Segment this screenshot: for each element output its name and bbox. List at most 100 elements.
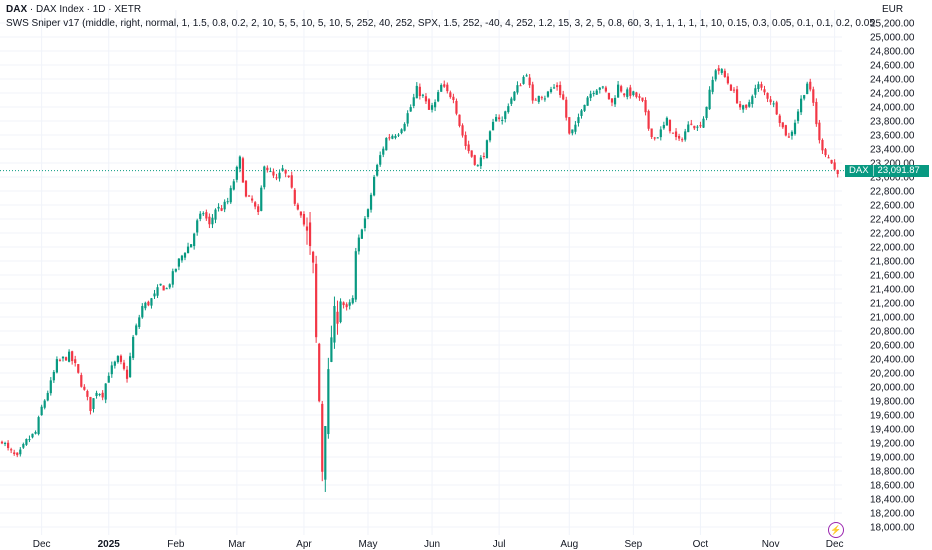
candle-body (116, 356, 119, 363)
candle-body (440, 84, 443, 92)
candle-body (684, 131, 687, 140)
candle-body (696, 126, 699, 128)
candle-body (735, 89, 739, 104)
candle-body (113, 361, 116, 366)
y-tick-label: 24,200.00 (870, 89, 915, 100)
candle-body (556, 85, 559, 88)
candle-body (595, 90, 598, 95)
candle-body (681, 139, 684, 141)
y-tick-label: 22,000.00 (870, 243, 915, 254)
candle-body (147, 301, 150, 306)
candle-body (214, 209, 217, 220)
y-tick-label: 19,800.00 (870, 397, 915, 408)
candle-body (321, 403, 324, 472)
y-tick-label: 25,000.00 (870, 33, 915, 44)
candle-body (302, 214, 306, 225)
candle-body (650, 128, 653, 137)
candle-body (183, 253, 187, 258)
candle-body (833, 162, 836, 170)
currency-label[interactable]: EUR (882, 4, 904, 15)
candle-body (717, 68, 720, 71)
symbol-name[interactable]: DAX (6, 4, 28, 15)
candle-body (64, 357, 68, 361)
candle-body (379, 155, 382, 165)
candle-body (476, 165, 479, 167)
y-tick-label: 18,400.00 (870, 495, 915, 506)
candle-body (665, 117, 668, 126)
candle-body (238, 156, 241, 169)
candle-body (491, 121, 495, 131)
candle-body (501, 119, 504, 121)
candle-body (125, 369, 129, 379)
indicator-legend[interactable]: SWS Sniper v17 (middle, right, normal, 1… (6, 18, 876, 29)
candle-body (95, 392, 98, 397)
candle-body (220, 208, 223, 211)
x-tick-label: Feb (167, 539, 185, 550)
candle-body (406, 113, 409, 124)
candle-body (504, 111, 507, 119)
candle-body (418, 86, 421, 97)
candle-body (473, 155, 476, 165)
candle-body (61, 356, 65, 359)
candle-body (205, 212, 208, 219)
candle-body (620, 86, 623, 92)
candle-body (565, 99, 568, 118)
lightning-bolt-icon[interactable]: ⚡ (828, 522, 844, 538)
candle-body (443, 84, 446, 87)
candle-body (363, 218, 367, 229)
y-tick-label: 25,200.00 (870, 19, 915, 30)
candle-body (662, 124, 665, 129)
candle-body (202, 213, 205, 215)
x-tick-label: Mar (228, 539, 246, 550)
candle-body (827, 157, 830, 159)
candle-body (354, 251, 357, 300)
candle-body (745, 104, 748, 108)
candle-body (403, 123, 406, 131)
candle-body (467, 144, 470, 152)
y-tick-label: 24,800.00 (870, 47, 915, 58)
candle-body (507, 106, 510, 113)
candle-body (196, 220, 199, 233)
time-axis[interactable]: Dec 2025 Feb Mar Apr May Jun Jul Aug Sep Oct Nov Dec (33, 539, 844, 550)
candle-body (110, 365, 113, 375)
candle-body (74, 359, 77, 364)
candle-body (293, 189, 296, 204)
candle-body (754, 88, 757, 95)
candle-body (315, 263, 318, 338)
candle-body (232, 181, 235, 190)
candle-body (391, 135, 394, 139)
candle-body (809, 81, 812, 90)
candle-body (272, 171, 275, 176)
y-tick-label: 21,400.00 (870, 285, 915, 296)
candle-body (132, 336, 135, 358)
candle-body (40, 406, 43, 416)
candle-body (525, 75, 528, 77)
y-tick-label: 21,000.00 (870, 313, 915, 324)
price-axis[interactable]: 25,200.00 25,000.00 24,800.00 24,600.00 24,4… (870, 19, 915, 534)
candle-body (766, 92, 769, 99)
candle-body (568, 117, 571, 134)
candle-body (571, 129, 574, 134)
candle-body (119, 355, 123, 362)
candle-body (803, 95, 806, 99)
candle-body (790, 131, 794, 136)
candle-body (781, 122, 784, 128)
candle-body (366, 209, 370, 217)
candle-body (281, 168, 284, 171)
candle-body (586, 97, 589, 106)
chart-title[interactable]: DAX · DAX Index · 1D · XETR (6, 4, 141, 15)
candle-body (607, 92, 611, 100)
candle-body (461, 125, 464, 136)
candle-body (659, 129, 662, 138)
candle-body (470, 150, 473, 157)
y-tick-label: 19,400.00 (870, 425, 915, 436)
candle-body (482, 155, 485, 157)
candle-body (821, 139, 824, 151)
candle-body (787, 136, 790, 138)
candle-body (543, 98, 546, 100)
candle-body (751, 96, 754, 105)
x-tick-label: Oct (693, 539, 709, 550)
candle-body (58, 359, 62, 361)
candle-body (46, 392, 49, 401)
